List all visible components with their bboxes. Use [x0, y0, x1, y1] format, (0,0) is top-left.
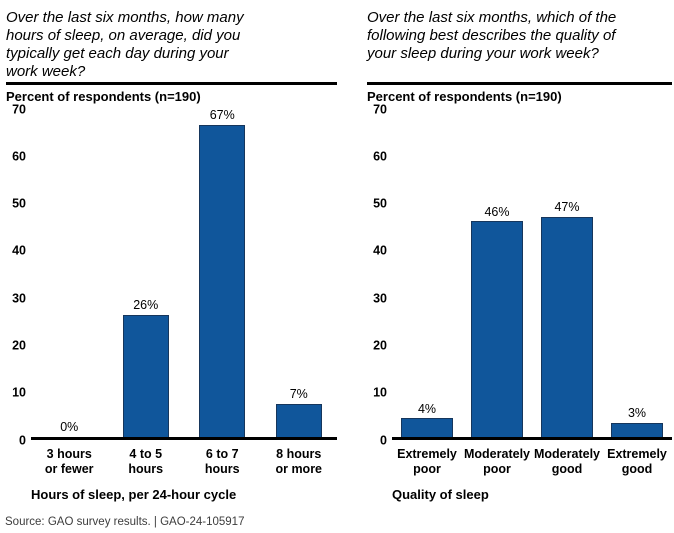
charts-row: Over the last six months, how many hours… [6, 9, 672, 502]
x-axis-title: Hours of sleep, per 24-hour cycle [31, 487, 237, 502]
bar-value-label: 47% [554, 200, 580, 215]
bar-value-label: 0% [60, 420, 79, 435]
source-note: Source: GAO survey results. | GAO-24-105… [5, 516, 245, 528]
bar [401, 418, 453, 437]
y-axis: 0 10 20 30 40 50 60 70 [6, 103, 31, 446]
bar-slot: 46% [462, 109, 532, 437]
chart-question-title: Over the last six months, how many hours… [6, 9, 244, 80]
bar-slot: 26% [108, 109, 185, 437]
bar-slot: 3% [602, 109, 672, 437]
y-axis-unit-label: Percent of respondents (n=190) [6, 89, 201, 104]
bar [199, 124, 246, 437]
y-tick-label: 60 [373, 149, 387, 164]
y-tick-label: 0 [380, 432, 387, 447]
x-category-label: Moderately poor [464, 447, 530, 476]
bar-slot: 47% [532, 109, 602, 437]
bar [541, 216, 593, 437]
y-tick-label: 20 [373, 338, 387, 353]
y-tick-label: 30 [373, 290, 387, 305]
bar-slot: 67% [184, 108, 261, 437]
y-tick-label: 0 [19, 432, 26, 447]
plot-row: 0 10 20 30 40 50 60 70 0% 26% 67% 7% [6, 103, 338, 446]
y-tick-label: 20 [12, 338, 26, 353]
chart-question-title: Over the last six months, which of the f… [367, 9, 617, 62]
bar-value-label: 67% [209, 108, 235, 122]
x-category-label: Moderately good [534, 447, 600, 476]
y-axis: 0 10 20 30 40 50 60 70 [367, 103, 392, 446]
y-tick-label: 30 [12, 290, 26, 305]
x-axis-labels: 3 hours or fewer 4 to 5 hours 6 to 7 hours… [31, 447, 337, 477]
bar-value-label: 4% [417, 401, 437, 416]
bar [122, 315, 169, 437]
x-axis-title: Quality of sleep [392, 487, 489, 502]
plot-row: 0 10 20 30 40 50 60 70 4% 46% 47% 3% [367, 103, 672, 446]
plot-area: 0% 26% 67% 7% [31, 108, 338, 440]
y-tick-label: 70 [12, 101, 26, 116]
title-divider-line [367, 82, 672, 85]
title-divider-line [6, 82, 337, 85]
bar-value-label: 3% [627, 406, 647, 421]
bar-slot: 0% [31, 109, 108, 437]
chart-quality-of-sleep: Over the last six months, which of the f… [367, 9, 672, 502]
y-tick-label: 50 [373, 196, 387, 211]
x-category-label: 4 to 5 hours [128, 447, 164, 476]
y-tick-label: 10 [12, 385, 26, 400]
y-tick-label: 40 [373, 243, 387, 258]
y-tick-label: 70 [373, 101, 387, 116]
y-tick-label: 60 [12, 149, 26, 164]
plot-area: 4% 46% 47% 3% [392, 109, 672, 440]
bar-value-label: 7% [289, 387, 308, 402]
x-axis-labels: Extremely poor Moderately poor Moderately … [392, 447, 672, 477]
bar [275, 404, 322, 437]
y-axis-unit-label: Percent of respondents (n=190) [367, 89, 562, 104]
y-tick-label: 50 [12, 196, 26, 211]
x-category-label: Extremely poor [397, 447, 457, 476]
x-category-label: 8 hours or more [275, 447, 323, 476]
bar-value-label: 26% [133, 298, 159, 313]
x-category-label: Extremely good [607, 447, 667, 476]
bar [471, 221, 523, 437]
y-tick-label: 10 [373, 385, 387, 400]
bar-slot: 4% [392, 109, 462, 437]
chart-hours-of-sleep: Over the last six months, how many hours… [6, 9, 337, 502]
x-category-label: 6 to 7 hours [204, 447, 240, 476]
y-tick-label: 40 [12, 243, 26, 258]
bar-slot: 7% [261, 109, 338, 437]
x-category-label: 3 hours or fewer [44, 447, 94, 476]
bar-value-label: 46% [484, 204, 510, 219]
bar [611, 422, 663, 437]
